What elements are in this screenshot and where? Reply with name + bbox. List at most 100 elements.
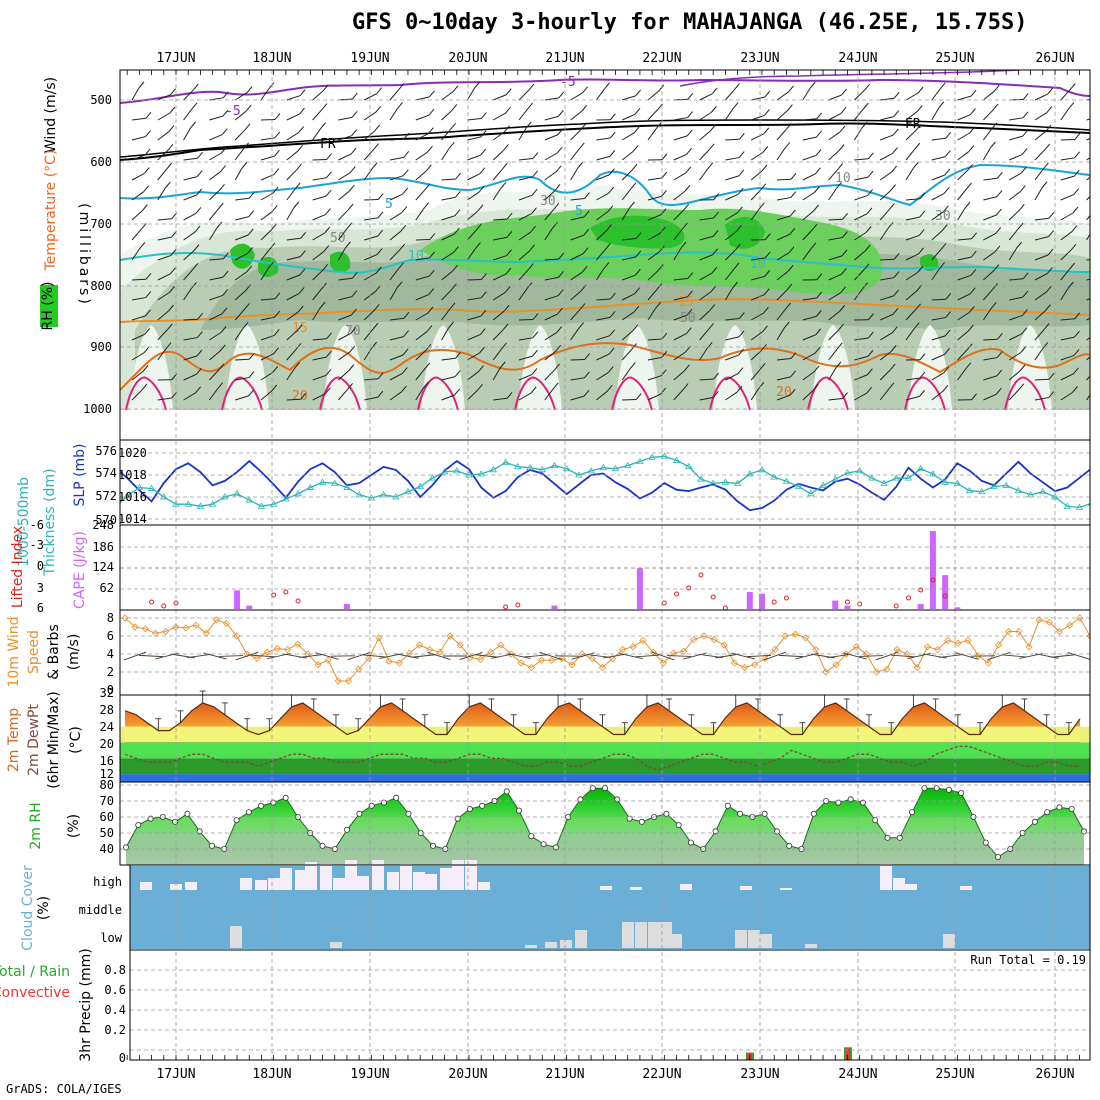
upper-wind-barb <box>570 328 580 341</box>
isotherm-25 <box>611 376 653 411</box>
upper-wind-barb <box>467 389 478 401</box>
li-marker <box>771 599 777 605</box>
upper-wind-barb <box>673 228 683 241</box>
thickness-marker <box>147 484 156 491</box>
upper-wind-barb-flag <box>1017 222 1024 230</box>
upper-wind-barb-flag <box>815 328 822 336</box>
wind-speed-marker <box>832 661 840 669</box>
wind-speed-marker <box>537 656 546 664</box>
upper-wind-barb <box>802 315 817 321</box>
upper-wind-barb <box>260 211 273 221</box>
upper-wind-barb <box>828 292 841 301</box>
li-marker <box>942 593 948 599</box>
upper-wind-barb <box>879 228 889 241</box>
li-tick: -3 <box>30 538 44 552</box>
upper-wind-barb <box>338 351 351 361</box>
upper-wind-barb <box>879 313 894 321</box>
thickness-marker <box>953 479 962 486</box>
upper-wind-barb-flag <box>320 122 327 129</box>
upper-wind-barb <box>673 333 687 341</box>
upper-wind-barb <box>724 287 734 301</box>
slp-tick: 1014 <box>118 512 147 526</box>
thickness-marker <box>404 487 412 495</box>
upper-wind-barb <box>802 371 815 381</box>
upper-wind-barb-flag <box>371 162 378 169</box>
cloud-high-bar <box>185 882 197 890</box>
upper-wind-barb <box>725 354 739 361</box>
upper-wind-barb-flag <box>990 141 996 149</box>
upper-wind-barb <box>209 313 223 321</box>
upper-wind-barb <box>570 92 583 101</box>
upper-wind-barb-flag <box>169 106 176 114</box>
thickness-marker <box>245 496 253 503</box>
upper-wind-barb-flag <box>687 272 694 279</box>
cloud-high-bar <box>400 864 412 890</box>
upper-wind-barb <box>183 231 196 241</box>
upper-wind-barb <box>157 329 168 341</box>
upper-wind-barb-flag <box>270 223 277 231</box>
upper-wind-barb-flag <box>996 190 1003 197</box>
upper-wind-barb-flag <box>376 248 383 255</box>
upper-wind-barb-flag <box>814 346 821 354</box>
upper-wind-barb-flag <box>838 323 844 331</box>
upper-wind-barb-flag <box>661 351 668 358</box>
upper-wind-barb-flag <box>397 101 404 109</box>
upper-wind-barb-flag <box>711 266 718 274</box>
li-tick: 0 <box>37 559 44 573</box>
upper-wind-barb <box>751 114 765 121</box>
thickness-marker <box>587 467 595 474</box>
thickness-marker <box>465 471 473 478</box>
upper-wind-barb-flag <box>582 247 589 254</box>
rh-marker <box>589 785 596 792</box>
upper-wind-barb <box>725 391 738 401</box>
upper-wind-barb-flag <box>427 145 433 153</box>
upper-wind-barb-flag <box>558 91 565 99</box>
cloud-high-bar <box>333 878 345 890</box>
wind-unit: (m/s) <box>66 634 82 671</box>
upper-wind-barb-flag <box>1046 285 1052 293</box>
upper-wind-barb <box>699 93 713 101</box>
date-label-bottom: 24JUN <box>838 1067 877 1082</box>
upper-wind-barb <box>776 91 789 101</box>
upper-wind-barb-flag <box>452 264 458 272</box>
wind-speed-marker <box>324 656 332 664</box>
upper-wind-barb-flag <box>967 324 974 332</box>
wind-speed-marker <box>812 645 820 654</box>
thickness-marker <box>550 461 559 469</box>
upper-wind-barb-flag <box>532 313 539 320</box>
upper-wind-barb-flag <box>608 347 615 355</box>
upper-wind-barb <box>1060 318 1075 321</box>
upper-wind-barb-flag <box>866 386 873 394</box>
temp-tick: 16 <box>100 754 114 768</box>
upper-wind-barb-flag <box>996 369 1003 377</box>
pressure-tick: 500 <box>90 93 112 107</box>
upper-wind-barb-flag <box>299 89 306 96</box>
upper-wind-barb <box>1034 93 1048 101</box>
upper-wind-barb-flag <box>401 385 407 393</box>
upper-wind-barb-flag <box>686 308 693 316</box>
wind-barb-10m <box>619 652 643 660</box>
upper-wind-barb <box>209 152 222 161</box>
upper-wind-barb-flag <box>428 288 435 295</box>
cape-tick: 124 <box>92 560 114 574</box>
upper-wind-barb-flag <box>919 371 926 379</box>
upper-wind-barb <box>879 152 893 161</box>
upper-wind-barb-flag <box>324 226 331 234</box>
thickness-marker <box>917 464 925 472</box>
upper-wind-barb-flag <box>325 350 332 358</box>
upper-wind-barb-flag <box>709 304 716 311</box>
wind-tick: 2 <box>107 665 114 679</box>
upper-wind-barb <box>570 377 585 381</box>
upper-wind-barb-flag <box>1074 330 1080 338</box>
upper-wind-barb-flag <box>738 348 744 356</box>
upper-wind-barb-flag <box>168 304 174 312</box>
upper-wind-barb-flag <box>1096 184 1100 190</box>
upper-wind-barb <box>312 232 325 241</box>
upper-wind-barb <box>518 108 529 121</box>
contour-label: 15 <box>678 295 694 310</box>
upper-wind-barb <box>415 312 429 321</box>
upper-wind-barb <box>957 188 967 201</box>
upper-wind-barb <box>286 150 298 161</box>
thickness-marker <box>257 502 266 509</box>
upper-wind-barb-flag <box>764 251 771 259</box>
